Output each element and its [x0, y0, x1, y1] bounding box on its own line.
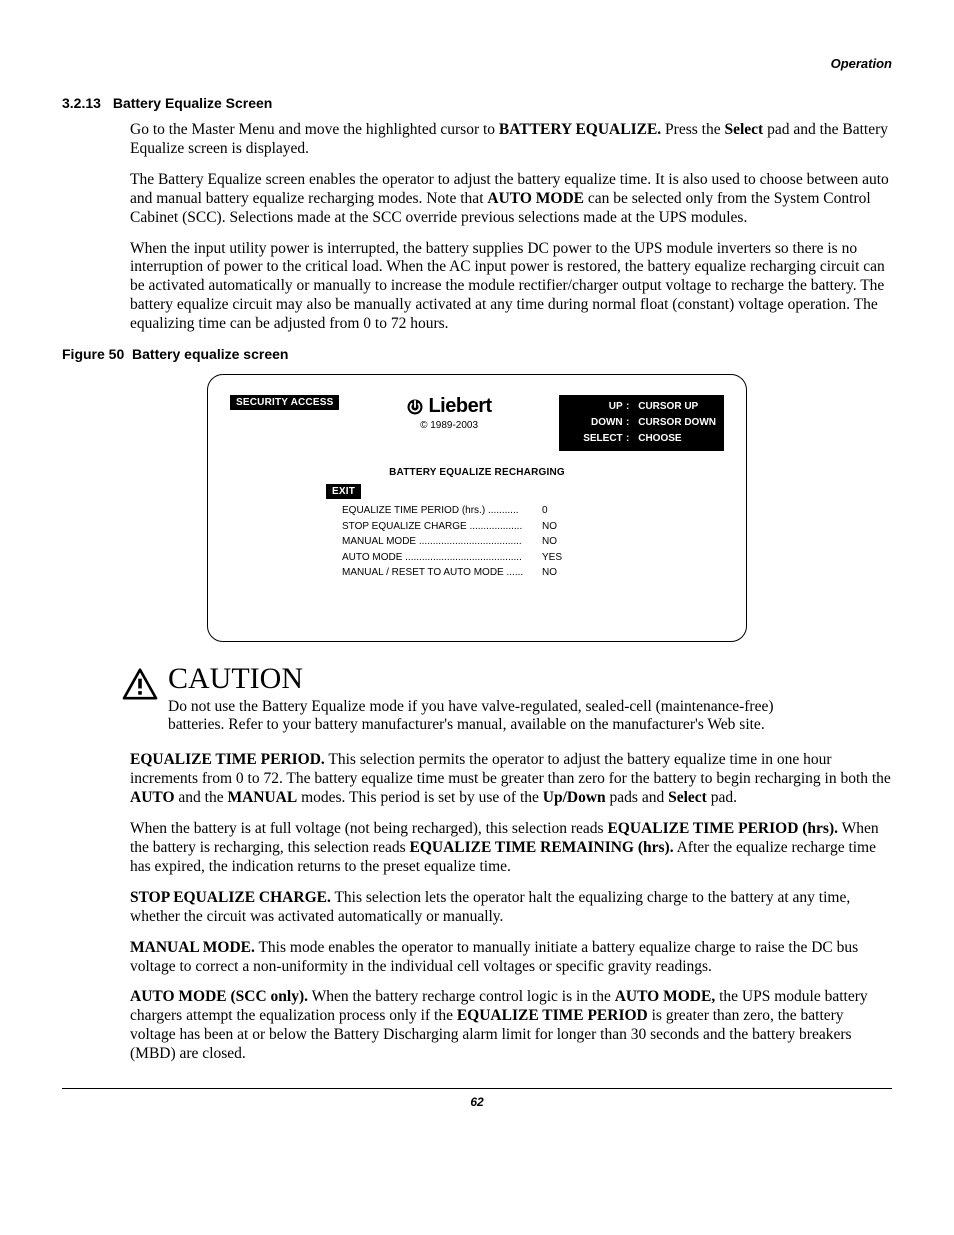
param-row[interactable]: AUTO MODE ..............................… — [342, 550, 724, 566]
paragraph-manual-mode: MANUAL MODE. This mode enables the opera… — [130, 939, 892, 977]
power-icon — [406, 398, 424, 416]
param-list: EQUALIZE TIME PERIOD (hrs.) ...........0… — [342, 503, 724, 581]
running-header: Operation — [62, 56, 892, 71]
param-row[interactable]: MANUAL MODE ............................… — [342, 534, 724, 550]
param-row[interactable]: EQUALIZE TIME PERIOD (hrs.) ...........0 — [342, 503, 724, 519]
caution-body: Do not use the Battery Equalize mode if … — [168, 698, 788, 736]
logo-block: Liebert © 1989-2003 — [339, 395, 558, 431]
copyright-text: © 1989-2003 — [339, 420, 558, 431]
exit-button[interactable]: EXIT — [326, 484, 361, 499]
paragraph-stop-equalize: STOP EQUALIZE CHARGE. This selection let… — [130, 889, 892, 927]
section-heading: 3.2.13 Battery Equalize Screen — [62, 95, 892, 111]
param-row[interactable]: MANUAL / RESET TO AUTO MODE ......NO — [342, 565, 724, 581]
screen-title: BATTERY EQUALIZE RECHARGING — [230, 467, 724, 478]
figure-caption: Figure 50 Battery equalize screen — [62, 346, 892, 362]
paragraph-auto-mode: AUTO MODE (SCC only). When the battery r… — [130, 988, 892, 1064]
paragraph-3: When the input utility power is interrup… — [130, 240, 892, 335]
logo-text: Liebert — [428, 395, 491, 418]
caution-icon — [122, 668, 158, 705]
paragraph-2: The Battery Equalize screen enables the … — [130, 171, 892, 228]
section-title: Battery Equalize Screen — [113, 95, 273, 111]
section-number: 3.2.13 — [62, 95, 101, 111]
security-access-badge: SECURITY ACCESS — [230, 395, 339, 410]
param-row[interactable]: STOP EQUALIZE CHARGE ...................… — [342, 519, 724, 535]
page-number: 62 — [62, 1095, 892, 1109]
nav-hints: UP: CURSOR UP DOWN: CURSOR DOWN SELECT: … — [559, 395, 724, 451]
paragraph-equalize-time: EQUALIZE TIME PERIOD. This selection per… — [130, 751, 892, 808]
paragraph-full-voltage: When the battery is at full voltage (not… — [130, 820, 892, 877]
footer-rule — [62, 1088, 892, 1089]
battery-equalize-screen: SECURITY ACCESS Liebert © 1989-2003 — [207, 374, 747, 642]
paragraph-1: Go to the Master Menu and move the highl… — [130, 121, 892, 159]
caution-title: CAUTION — [168, 662, 788, 696]
